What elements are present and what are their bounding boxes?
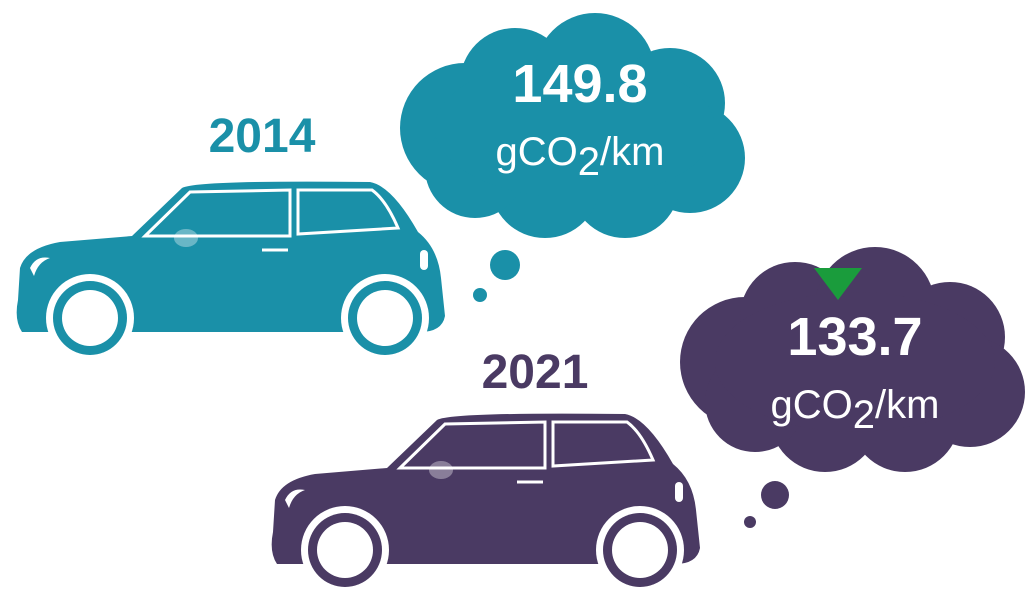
thought-bubble: [744, 516, 756, 528]
unit-subscript: 2: [578, 140, 600, 184]
car-2021: 2021: [270, 247, 1025, 590]
emission-value: 133.7: [787, 307, 922, 367]
unit-base: gCO: [771, 383, 853, 427]
emission-unit: gCO2/km: [496, 130, 665, 184]
unit-subscript: 2: [853, 393, 875, 437]
thought-bubble: [761, 481, 789, 509]
thought-bubble: [473, 288, 487, 302]
thought-cloud: [400, 13, 745, 238]
emission-unit: gCO2/km: [771, 383, 940, 437]
car-shape: [15, 180, 447, 364]
car-2014: 2014: [15, 13, 745, 364]
unit-base: gCO: [496, 130, 578, 174]
emission-value: 149.8: [512, 54, 647, 114]
unit-rest: /km: [875, 383, 939, 427]
decrease-arrow: [814, 268, 862, 300]
unit-rest: /km: [600, 130, 664, 174]
year-label: 2021: [482, 346, 589, 399]
thought-bubble: [490, 250, 520, 280]
year-label: 2014: [209, 110, 316, 163]
car-shape: [270, 412, 702, 590]
